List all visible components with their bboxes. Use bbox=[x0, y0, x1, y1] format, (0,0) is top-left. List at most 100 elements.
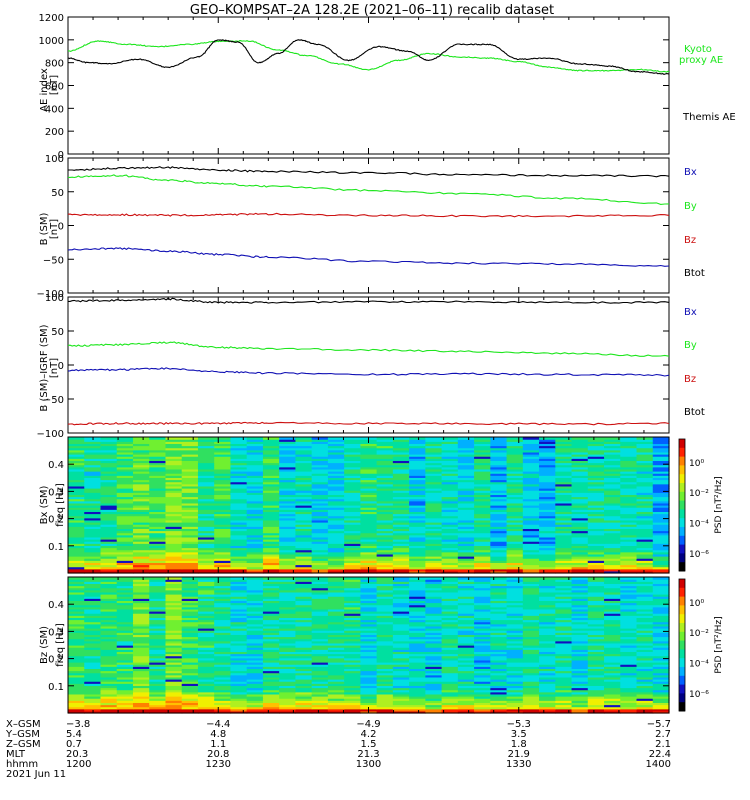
heatmap-cell bbox=[132, 545, 150, 549]
heatmap-cell bbox=[620, 672, 638, 676]
heatmap-cell bbox=[68, 515, 85, 519]
heatmap-cell bbox=[344, 606, 361, 610]
heatmap-cell bbox=[68, 602, 85, 606]
heatmap-cell bbox=[132, 449, 150, 453]
heatmap-cell bbox=[636, 498, 654, 502]
heatmap-cell bbox=[327, 551, 345, 555]
heatmap-cell bbox=[474, 494, 491, 498]
heatmap-cell bbox=[620, 488, 638, 491]
heatmap-cell bbox=[344, 636, 361, 640]
heatmap-cell bbox=[457, 681, 475, 684]
heatmap-cell bbox=[311, 505, 329, 508]
heatmap-cell bbox=[474, 602, 491, 606]
heatmap-cell bbox=[279, 594, 296, 597]
heatmap-cell bbox=[587, 454, 605, 457]
heatmap-cell bbox=[246, 617, 264, 621]
heatmap-cell bbox=[376, 458, 394, 461]
heatmap-cell bbox=[279, 587, 296, 591]
heatmap-cell bbox=[539, 628, 556, 631]
heatmap-cell bbox=[262, 662, 280, 665]
heatmap-cell bbox=[587, 549, 605, 553]
heatmap-cell bbox=[214, 509, 232, 512]
heatmap-cell bbox=[181, 439, 199, 442]
heatmap-cell bbox=[522, 502, 540, 506]
heatmap-cell bbox=[311, 710, 329, 714]
colorbar-segment bbox=[679, 553, 685, 563]
heatmap-cell bbox=[214, 473, 232, 476]
heatmap-cell bbox=[230, 458, 248, 461]
heatmap-cell bbox=[425, 483, 443, 487]
heatmap-cell bbox=[165, 668, 183, 672]
heatmap-cell bbox=[149, 445, 167, 449]
heatmap-cell bbox=[490, 581, 508, 584]
heatmap-cell bbox=[132, 536, 150, 540]
heatmap-cell bbox=[279, 541, 296, 544]
heatmap-cell bbox=[506, 687, 524, 691]
heatmap-cell bbox=[652, 596, 670, 599]
heatmap-cell bbox=[149, 473, 167, 476]
heatmap-cell bbox=[620, 464, 638, 468]
heatmap-cell bbox=[295, 632, 313, 635]
heatmap-cell bbox=[506, 479, 524, 483]
heatmap-cell bbox=[344, 651, 361, 655]
heatmap-cell bbox=[327, 498, 345, 502]
heatmap-cell bbox=[116, 623, 134, 627]
ae-axis-label-2: [nT] bbox=[49, 75, 60, 95]
heatmap-cell bbox=[181, 449, 199, 453]
heatmap-cell bbox=[181, 689, 199, 693]
heatmap-cell bbox=[311, 681, 329, 684]
heatmap-cell bbox=[392, 604, 410, 608]
heatmap-cell bbox=[246, 541, 264, 544]
heatmap-cell bbox=[165, 617, 183, 621]
heatmap-cell bbox=[230, 585, 248, 589]
heatmap-cell bbox=[587, 693, 605, 697]
heatmap-cell bbox=[409, 439, 426, 442]
heatmap-cell bbox=[457, 492, 475, 495]
heatmap-cell bbox=[360, 458, 378, 461]
heatmap-cell bbox=[409, 585, 426, 589]
heatmap-cell bbox=[116, 449, 134, 453]
heatmap-cell bbox=[327, 500, 345, 504]
heatmap-cell bbox=[116, 613, 134, 616]
heatmap-cell bbox=[295, 477, 313, 481]
heatmap-cell bbox=[84, 485, 102, 489]
heatmap-cell bbox=[555, 625, 573, 629]
heatmap-cell bbox=[392, 683, 410, 686]
heatmap-cell bbox=[376, 585, 394, 589]
heatmap-cell bbox=[360, 587, 378, 591]
heatmap-cell bbox=[360, 638, 378, 642]
heatmap-cell bbox=[295, 549, 313, 553]
heatmap-cell bbox=[457, 640, 475, 644]
heatmap-cell bbox=[620, 505, 638, 508]
heatmap-cell bbox=[197, 479, 215, 483]
heatmap-cell bbox=[636, 505, 654, 508]
heatmap-cell bbox=[522, 451, 540, 455]
heatmap-cell bbox=[327, 564, 345, 568]
heatmap-cell bbox=[506, 534, 524, 538]
heatmap-cell bbox=[457, 517, 475, 521]
heatmap-cell bbox=[571, 642, 589, 646]
heatmap-cell bbox=[425, 615, 443, 618]
heatmap-cell bbox=[311, 541, 329, 544]
heatmap-cell bbox=[571, 704, 589, 708]
heatmap-cell bbox=[311, 642, 329, 646]
heatmap-cell bbox=[197, 630, 215, 633]
heatmap-cell bbox=[604, 611, 621, 614]
heatmap-cell bbox=[246, 706, 264, 710]
heatmap-cell bbox=[571, 591, 589, 595]
heatmap-cell bbox=[571, 460, 589, 464]
heatmap-cell bbox=[344, 583, 361, 587]
heatmap-cell bbox=[457, 657, 475, 661]
heatmap-cell bbox=[409, 681, 426, 684]
heatmap-cell bbox=[425, 473, 443, 476]
heatmap-cell bbox=[620, 662, 638, 665]
heatmap-cell bbox=[409, 509, 426, 512]
heatmap-cell bbox=[441, 522, 459, 525]
heatmap-cell bbox=[490, 479, 508, 483]
heatmap-cell bbox=[214, 668, 232, 672]
heatmap-cell bbox=[555, 460, 573, 464]
heatmap-cell bbox=[587, 505, 605, 508]
heatmap-cell bbox=[311, 564, 329, 568]
heatmap-cell bbox=[197, 683, 215, 686]
heatmap-cell bbox=[181, 485, 199, 489]
